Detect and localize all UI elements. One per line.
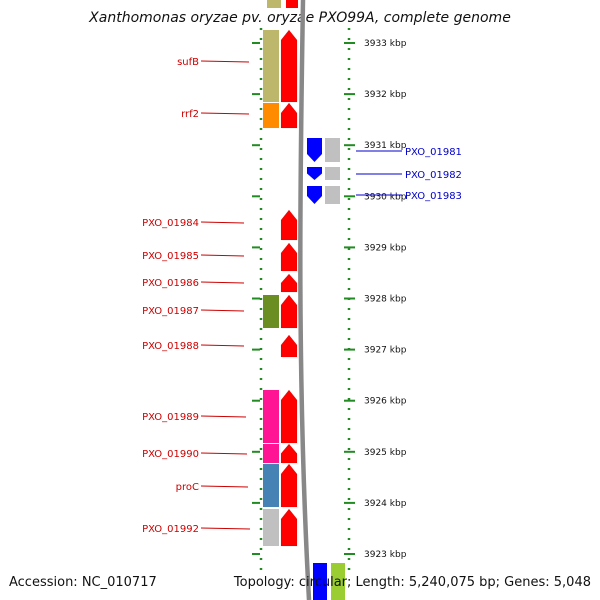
gene-arrow-forward	[280, 273, 298, 293]
scale-label: 3931 kbp	[364, 141, 407, 151]
cog-block	[263, 295, 279, 328]
cog-block	[263, 509, 279, 546]
topology-text: Topology: circular; Length: 5,240,075 bp…	[233, 575, 591, 590]
gene-label: PXO_01987	[142, 306, 199, 317]
gene-arrow-forward	[280, 443, 298, 464]
gene-label: PXO_01988	[142, 341, 199, 352]
gene-label: PXO_01983	[405, 191, 462, 202]
scale-label: 3923 kbp	[364, 550, 407, 560]
gene-label-leader	[200, 60, 250, 63]
gene-label-leader	[200, 415, 247, 418]
gene-label: PXO_01986	[142, 278, 199, 289]
cog-block	[263, 444, 279, 463]
gene-arrow-reverse	[307, 186, 322, 204]
gene-label-leader	[200, 221, 245, 224]
gene-arrow-forward	[280, 334, 298, 358]
gene-arrow-forward	[280, 389, 298, 444]
gene-label-leader	[200, 112, 250, 115]
gene-label: PXO_01992	[142, 524, 199, 535]
gene-label: proC	[176, 482, 199, 493]
gene-label: PXO_01981	[405, 147, 462, 158]
scale-label: 3924 kbp	[364, 499, 407, 509]
scale-label: 3932 kbp	[364, 90, 407, 100]
map-title: Xanthomonas oryzae pv. oryzae PXO99A, co…	[89, 10, 511, 26]
cog-block	[263, 30, 279, 102]
gene-arrow-forward	[280, 29, 298, 103]
gene-arrow-forward	[280, 294, 298, 329]
gene-arrow-reverse	[307, 167, 322, 180]
gene-label: PXO_01989	[142, 412, 199, 423]
gene-label-leader	[200, 344, 245, 347]
gene-label: rrf2	[181, 109, 199, 120]
scale-label: 3926 kbp	[364, 397, 407, 407]
gene-label-leader	[200, 527, 251, 530]
cog-block	[331, 563, 345, 600]
gene-label: PXO_01984	[142, 218, 199, 229]
scale-label: 3927 kbp	[364, 346, 407, 356]
cog-block	[325, 138, 340, 162]
gene-label: sufB	[177, 57, 199, 68]
gene-label: PXO_01982	[405, 170, 462, 181]
genome-backbone	[298, 0, 312, 600]
cog-block	[267, 0, 281, 8]
cog-block	[325, 167, 340, 180]
scale-label: 3925 kbp	[364, 448, 407, 458]
gene-label-leader	[200, 309, 245, 312]
gene-arrow-forward	[280, 242, 298, 272]
scale-label: 3928 kbp	[364, 295, 407, 305]
gene-arrow-reverse	[313, 563, 327, 600]
cog-block	[263, 390, 279, 443]
gene-label-leader	[200, 452, 248, 455]
gene-label-leader	[200, 485, 249, 488]
gene-arrow-forward	[280, 463, 298, 508]
gene-label: PXO_01985	[142, 251, 199, 262]
cog-block	[263, 103, 279, 128]
gene-arrow-forward	[280, 508, 298, 547]
cog-block	[325, 186, 340, 204]
gene-arrow-forward	[280, 102, 298, 129]
cog-block	[263, 464, 279, 507]
scale-label: 3933 kbp	[364, 39, 407, 49]
gene-arrow-forward	[286, 0, 298, 8]
scale-label: 3930 kbp	[364, 192, 407, 202]
gene-label-leader	[200, 281, 245, 284]
accession-text: Accession: NC_010717	[9, 575, 157, 590]
gene-label: PXO_01990	[142, 449, 199, 460]
gene-arrow-reverse	[307, 138, 322, 162]
gene-arrow-forward	[280, 209, 298, 241]
scale-label: 3929 kbp	[364, 243, 407, 253]
gene-label-leader	[200, 254, 245, 257]
